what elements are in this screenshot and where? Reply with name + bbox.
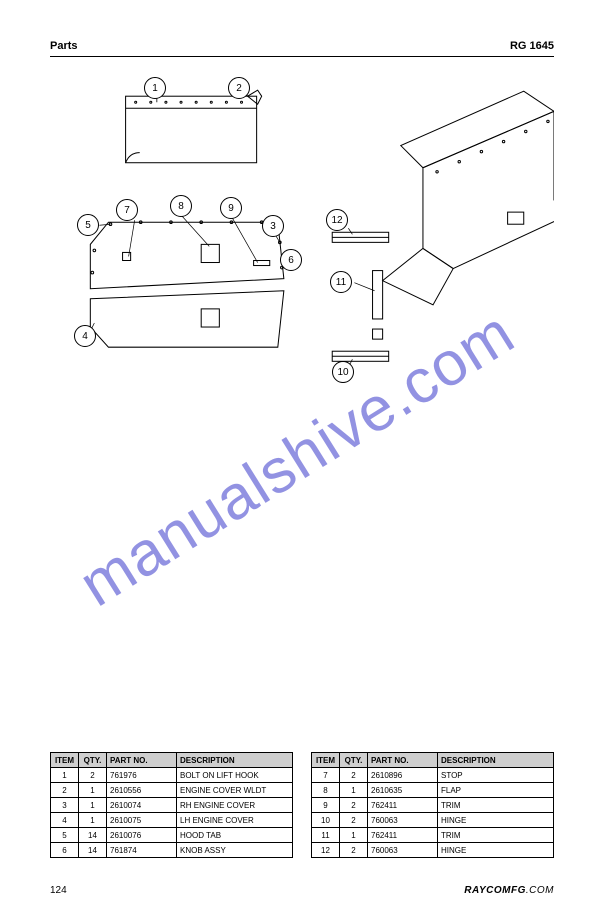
- table-row: 312610074RH ENGINE COVER: [51, 798, 293, 813]
- table-cell: 2: [340, 768, 368, 783]
- table-cell: ENGINE COVER WLDT: [177, 783, 293, 798]
- table-cell: 1: [340, 828, 368, 843]
- callout-10: 10: [332, 361, 354, 383]
- callout-6: 6: [280, 249, 302, 271]
- table-cell: 762411: [368, 798, 438, 813]
- table-cell: 8: [312, 783, 340, 798]
- table-cell: 10: [312, 813, 340, 828]
- table-header-cell: DESCRIPTION: [177, 753, 293, 768]
- table-cell: HINGE: [438, 813, 554, 828]
- brand-tld: .COM: [526, 885, 554, 896]
- table-cell: 3: [51, 798, 79, 813]
- table-header-cell: PART NO.: [107, 753, 177, 768]
- parts-table-right: ITEMQTY.PART NO.DESCRIPTION 722610896STO…: [311, 752, 554, 858]
- table-row: 102760063HINGE: [312, 813, 554, 828]
- table-row: 12761976BOLT ON LIFT HOOK: [51, 768, 293, 783]
- callout-4: 4: [74, 325, 96, 347]
- table-cell: TRIM: [438, 828, 554, 843]
- table-cell: 2610556: [107, 783, 177, 798]
- page-footer: 124 RAYCOMFG.COM: [50, 885, 554, 896]
- table-header-cell: QTY.: [340, 753, 368, 768]
- diagram-svg: [50, 71, 554, 414]
- table-header-cell: ITEM: [51, 753, 79, 768]
- page-container: Parts RG 1645: [0, 0, 594, 918]
- table-cell: TRIM: [438, 798, 554, 813]
- brand-name: RAYCOMFG: [464, 885, 526, 896]
- table-row: 212610556ENGINE COVER WLDT: [51, 783, 293, 798]
- table-row: 92762411TRIM: [312, 798, 554, 813]
- page-header: Parts RG 1645: [50, 40, 554, 52]
- callout-2: 2: [228, 77, 250, 99]
- table-row: 812610635FLAP: [312, 783, 554, 798]
- table-cell: HINGE: [438, 843, 554, 858]
- brand-mark: RAYCOMFG.COM: [464, 885, 554, 896]
- table-cell: 4: [51, 813, 79, 828]
- table-cell: HOOD TAB: [177, 828, 293, 843]
- table-cell: 1: [51, 768, 79, 783]
- table-cell: 6: [51, 843, 79, 858]
- table-cell: 1: [79, 798, 107, 813]
- table-cell: 2: [340, 843, 368, 858]
- table-cell: 2610075: [107, 813, 177, 828]
- table-cell: 11: [312, 828, 340, 843]
- table-cell: 2: [340, 798, 368, 813]
- table-cell: 7: [312, 768, 340, 783]
- table-row: 722610896STOP: [312, 768, 554, 783]
- table-cell: 2610635: [368, 783, 438, 798]
- table-cell: 2: [79, 768, 107, 783]
- table-cell: LH ENGINE COVER: [177, 813, 293, 828]
- table-cell: 5: [51, 828, 79, 843]
- table-cell: 2610076: [107, 828, 177, 843]
- table-cell: BOLT ON LIFT HOOK: [177, 768, 293, 783]
- table-cell: STOP: [438, 768, 554, 783]
- callout-7: 7: [116, 199, 138, 221]
- callout-11: 11: [330, 271, 352, 293]
- table-row: 122760063HINGE: [312, 843, 554, 858]
- callout-9: 9: [220, 197, 242, 219]
- header-title: Parts: [50, 40, 78, 52]
- table-cell: 1: [340, 783, 368, 798]
- table-cell: 14: [79, 843, 107, 858]
- header-rule: [50, 56, 554, 57]
- table-header-cell: PART NO.: [368, 753, 438, 768]
- table-header-cell: ITEM: [312, 753, 340, 768]
- table-cell: 12: [312, 843, 340, 858]
- table-row: 111762411TRIM: [312, 828, 554, 843]
- header-doc: RG 1645: [510, 40, 554, 52]
- table-row: 412610075LH ENGINE COVER: [51, 813, 293, 828]
- callout-5: 5: [77, 214, 99, 236]
- table-cell: RH ENGINE COVER: [177, 798, 293, 813]
- exploded-diagram: 125789364121110: [50, 71, 554, 411]
- table-cell: KNOB ASSY: [177, 843, 293, 858]
- table-cell: 1: [79, 783, 107, 798]
- table-row: 5142610076HOOD TAB: [51, 828, 293, 843]
- table-header-cell: DESCRIPTION: [438, 753, 554, 768]
- table-cell: 14: [79, 828, 107, 843]
- table-cell: 761976: [107, 768, 177, 783]
- callout-1: 1: [144, 77, 166, 99]
- table-cell: 2: [340, 813, 368, 828]
- parts-table-left: ITEMQTY.PART NO.DESCRIPTION 12761976BOLT…: [50, 752, 293, 858]
- table-cell: 2610896: [368, 768, 438, 783]
- table-header-cell: QTY.: [79, 753, 107, 768]
- callout-12: 12: [326, 209, 348, 231]
- table-cell: 761874: [107, 843, 177, 858]
- table-cell: 760063: [368, 813, 438, 828]
- table-cell: 2610074: [107, 798, 177, 813]
- table-cell: FLAP: [438, 783, 554, 798]
- page-number: 124: [50, 885, 67, 896]
- callout-3: 3: [262, 215, 284, 237]
- table-cell: 760063: [368, 843, 438, 858]
- table-cell: 762411: [368, 828, 438, 843]
- table-cell: 2: [51, 783, 79, 798]
- table-cell: 9: [312, 798, 340, 813]
- table-cell: 1: [79, 813, 107, 828]
- table-row: 614761874KNOB ASSY: [51, 843, 293, 858]
- parts-tables: ITEMQTY.PART NO.DESCRIPTION 12761976BOLT…: [50, 752, 554, 858]
- callout-8: 8: [170, 195, 192, 217]
